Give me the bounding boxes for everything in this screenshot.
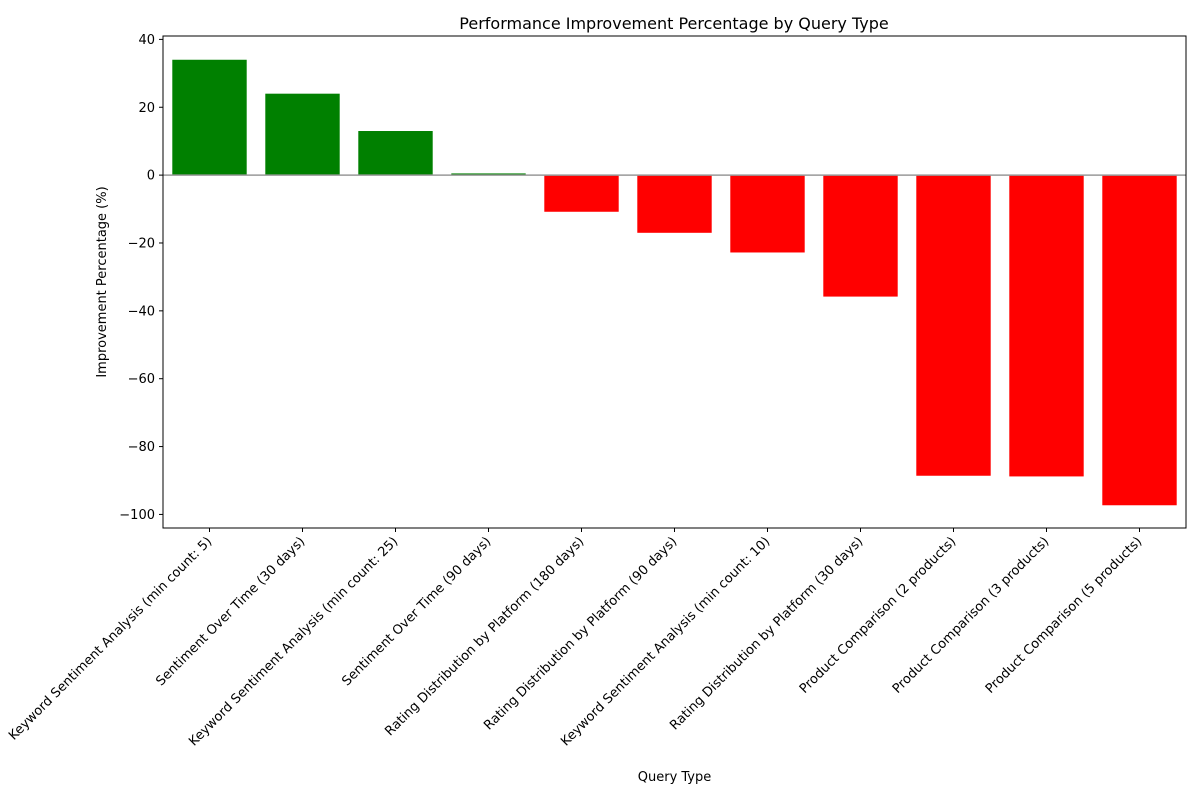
y-tick-label: −60: [128, 372, 155, 387]
x-tick-label: Rating Distribution by Platform (30 days…: [667, 534, 866, 733]
y-axis: 40 20 0 −20 −40 −60 −80 −100: [119, 33, 163, 523]
x-tick-label: Product Comparison (2 products): [797, 534, 959, 696]
bars-group: [172, 59, 1177, 506]
x-tick-label: Sentiment Over Time (30 days): [153, 534, 308, 689]
x-tick-label: Sentiment Over Time (90 days): [339, 534, 494, 689]
x-axis-label: Query Type: [638, 770, 712, 785]
x-tick-label: Product Comparison (5 products): [983, 534, 1145, 696]
y-tick-label: −40: [128, 304, 155, 319]
bar: [544, 175, 619, 212]
bar: [358, 131, 433, 176]
y-tick-label: 40: [138, 33, 155, 48]
bar: [1102, 175, 1177, 506]
y-tick-label: 20: [138, 101, 155, 116]
x-axis: Keyword Sentiment Analysis (min count: 5…: [6, 528, 1145, 749]
chart-title: Performance Improvement Percentage by Qu…: [459, 14, 888, 33]
x-tick-label: Rating Distribution by Platform (90 days…: [481, 534, 680, 733]
bar: [730, 175, 805, 253]
bar: [637, 175, 712, 233]
bar: [172, 59, 247, 176]
x-tick-label: Keyword Sentiment Analysis (min count: 2…: [186, 534, 401, 749]
y-tick-label: 0: [147, 169, 155, 184]
y-axis-label: Improvement Percentage (%): [95, 186, 110, 377]
bar: [1009, 175, 1084, 477]
x-tick-label: Rating Distribution by Platform (180 day…: [382, 534, 587, 739]
x-tick-label: Keyword Sentiment Analysis (min count: 1…: [558, 534, 773, 749]
bar: [823, 175, 898, 297]
y-tick-label: −20: [128, 236, 155, 251]
y-tick-label: −80: [128, 440, 155, 455]
bar: [265, 93, 340, 176]
x-tick-label: Product Comparison (3 products): [890, 534, 1052, 696]
x-tick-label: Keyword Sentiment Analysis (min count: 5…: [6, 534, 215, 743]
bar: [451, 173, 526, 176]
bar: [916, 175, 991, 476]
y-tick-label: −100: [119, 508, 155, 523]
